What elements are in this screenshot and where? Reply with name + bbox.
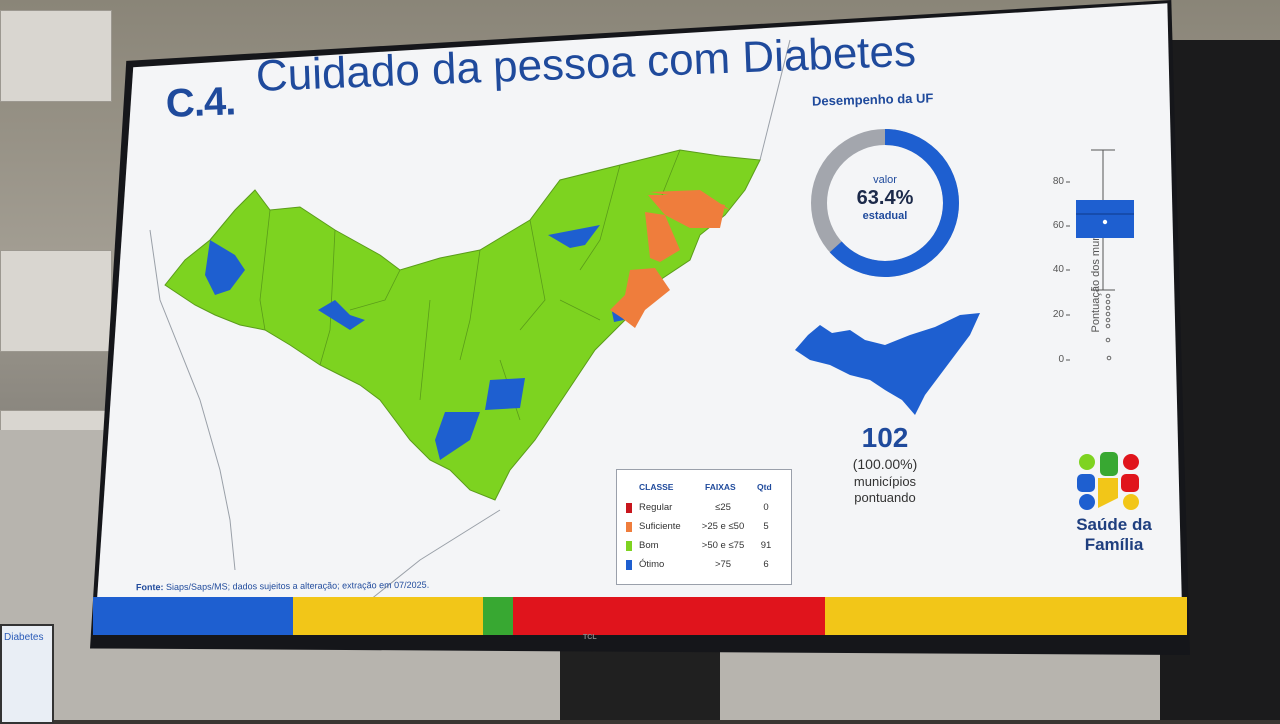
- municipalities-percent: (100.00%): [852, 456, 918, 472]
- legend-class: Bom: [639, 540, 659, 551]
- ceiling-panel: [0, 10, 112, 102]
- legend-header-classe: CLASSE: [639, 482, 674, 492]
- color-band-segment: [293, 597, 483, 635]
- legend-row: Regular ≤25 0: [617, 500, 791, 516]
- region-suficiente: [645, 212, 680, 262]
- outlier-point: [1105, 299, 1111, 305]
- region-otimo: [485, 378, 525, 410]
- region-otimo: [548, 225, 600, 248]
- boxplot-tick: 40: [1052, 264, 1064, 275]
- saude-familia-logo-icon: [1077, 452, 1139, 510]
- brand-name: Saúde da Família: [1060, 515, 1168, 555]
- coastline-north: [759, 39, 791, 161]
- color-band-segment: [483, 597, 513, 635]
- region-otimo: [205, 240, 245, 295]
- donut-label-top: valor: [873, 174, 897, 186]
- color-band-segment: [513, 597, 825, 635]
- boxplot: [1066, 149, 1134, 361]
- outlier-point: [1105, 317, 1111, 323]
- legend-class: Suficiente: [639, 521, 681, 532]
- legend-row: Ótimo >75 6: [617, 557, 791, 573]
- legend-count: 0: [763, 502, 769, 513]
- legend-count: 91: [760, 540, 772, 551]
- boxplot-box: [1076, 200, 1134, 238]
- boxplot-tick: 80: [1052, 176, 1064, 187]
- region-suficiente: [650, 190, 730, 210]
- outlier-point: [1105, 337, 1111, 343]
- tv-stand: [560, 640, 720, 720]
- color-band-segment: [93, 597, 293, 635]
- source-label: Fonte:: [135, 582, 164, 593]
- background-monitor-text: Diabetes: [4, 632, 44, 643]
- legend-swatch: [626, 503, 632, 513]
- legend-row: Suficiente >25 e ≤50 5: [617, 519, 791, 535]
- municipalities-count: 102: [861, 422, 909, 453]
- slide-section-number: C.4.: [165, 79, 236, 126]
- legend-swatch: [626, 541, 632, 551]
- legend-class: Ótimo: [639, 559, 665, 570]
- region-suficiente: [648, 195, 725, 228]
- legend-class: Regular: [639, 502, 673, 513]
- ceiling-panel: [0, 250, 112, 352]
- brand-line2: Família: [1084, 535, 1144, 554]
- legend-range: ≤25: [715, 502, 731, 513]
- legend-range: >75: [714, 559, 732, 570]
- donut-value: 63.4%: [856, 187, 914, 209]
- legend-range: >25 e ≤50: [701, 521, 745, 532]
- tv-brand-logo: TCL: [583, 634, 597, 641]
- donut-label-bottom: estadual: [862, 210, 908, 222]
- color-band-segment: [825, 597, 1187, 635]
- region-suficiente: [610, 268, 670, 328]
- municipalities-line1: municípios: [853, 474, 917, 489]
- boxplot-tick: 60: [1052, 220, 1064, 231]
- boxplot-mean: [1102, 219, 1108, 225]
- legend-swatch: [626, 522, 632, 532]
- legend-header-faixas: FAIXAS: [705, 482, 736, 492]
- legend-swatch: [626, 560, 632, 570]
- uf-performance-heading: Desempenho da UF: [811, 90, 934, 109]
- coastline-outline: [149, 229, 501, 601]
- uf-donut-chart: [811, 129, 959, 277]
- outlier-point: [1106, 355, 1112, 361]
- outlier-point: [1105, 323, 1111, 329]
- legend-row: Bom >50 e ≤75 91: [617, 538, 791, 554]
- legend-table: CLASSE FAIXAS Qtd Regular ≤25 0 Suficien…: [616, 469, 792, 585]
- outlier-point: [1105, 305, 1111, 311]
- legend-header-qtd: Qtd: [757, 482, 772, 492]
- legend-count: 6: [763, 559, 769, 570]
- municipalities-line2: pontuando: [854, 490, 916, 505]
- legend-count: 5: [763, 521, 769, 532]
- region-otimo: [318, 300, 365, 330]
- outlier-point: [1105, 311, 1111, 317]
- boxplot-tick: 0: [1058, 354, 1064, 365]
- boxplot-tick: 20: [1052, 309, 1064, 320]
- brand-line1: Saúde da: [1076, 515, 1152, 534]
- legend-range: >50 e ≤75: [701, 540, 745, 551]
- donut-value-arc: [811, 129, 959, 277]
- outlier-point: [1105, 293, 1111, 299]
- state-silhouette-icon: [795, 313, 980, 415]
- region-otimo: [435, 412, 480, 460]
